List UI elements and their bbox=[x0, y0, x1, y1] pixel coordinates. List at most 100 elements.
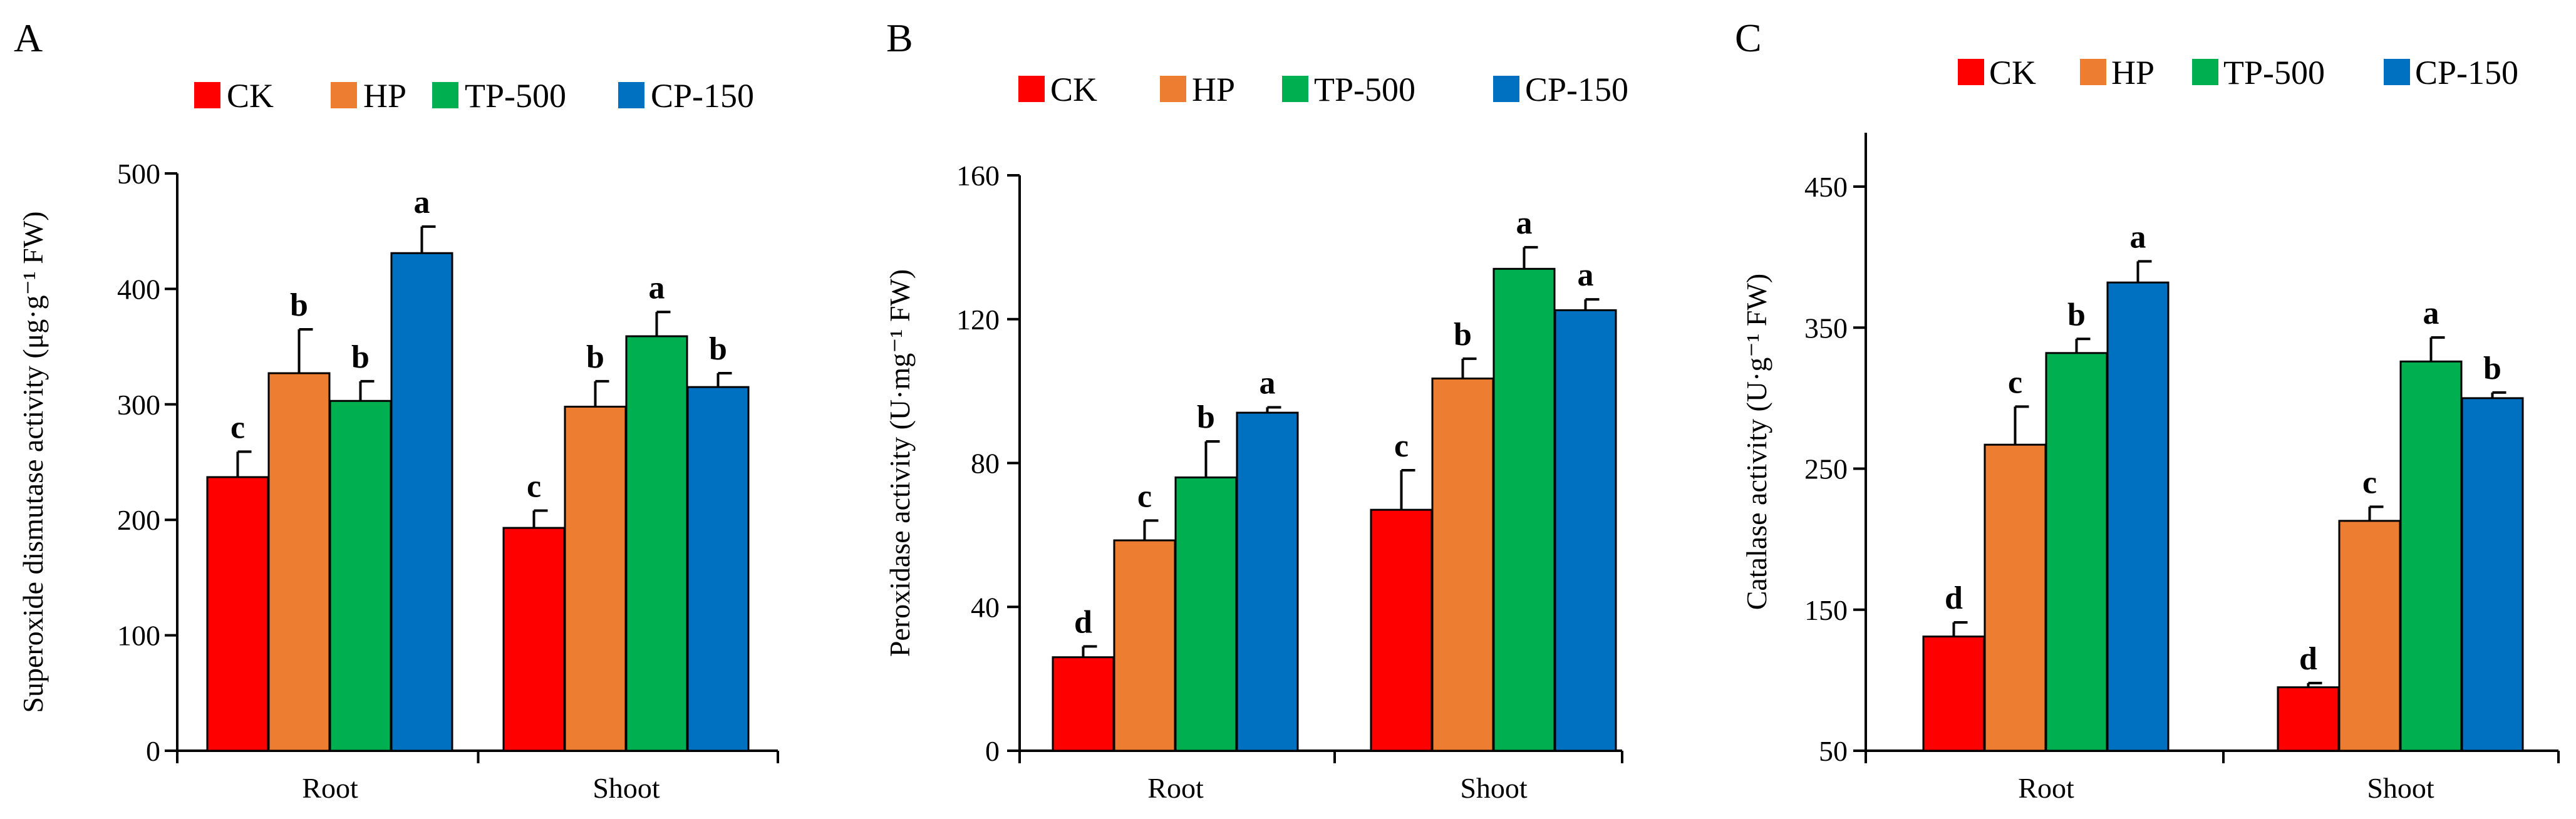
panel-a: A CK HP TP-500 CP-150 0 100 200 300 400 500 Superox… bbox=[14, 16, 779, 804]
panel-b: B CK HP TP-500 CP-150 0 40 80 120 160 Peroxidase a… bbox=[884, 16, 1628, 804]
legend-swatch-hp bbox=[1160, 76, 1186, 102]
y-axis-label: Superoxide dismutase activity (μg·g⁻¹ FW… bbox=[17, 211, 49, 713]
y-tick-label: 150 bbox=[1804, 594, 1848, 626]
legend-swatch-ck bbox=[1018, 76, 1045, 102]
bar-cp-150-shoot bbox=[1554, 309, 1617, 752]
bar-tp-500-root bbox=[1174, 476, 1238, 752]
significance-letter: c bbox=[230, 410, 245, 445]
significance-letter: a bbox=[414, 185, 430, 220]
legend-swatch-cp-150 bbox=[1493, 76, 1519, 102]
legend-label: CP-150 bbox=[2415, 54, 2518, 91]
significance-letter: c bbox=[527, 468, 541, 504]
significance-letter: b bbox=[1197, 399, 1215, 435]
legend: CK HP TP-500 CP-150 bbox=[1018, 71, 1628, 108]
significance-letter: b bbox=[709, 331, 727, 367]
bar-ck-shoot bbox=[502, 527, 566, 752]
x-category-label: Shoot bbox=[592, 772, 660, 804]
legend-label: HP bbox=[1192, 71, 1235, 108]
bar-tp-500-shoot bbox=[1492, 267, 1556, 752]
significance-letter: a bbox=[2130, 219, 2146, 255]
y-tick-label: 300 bbox=[117, 389, 160, 421]
significance-letter: b bbox=[586, 339, 604, 375]
y-tick-label: 120 bbox=[956, 304, 1000, 336]
y-tick-label: 80 bbox=[971, 448, 1000, 480]
legend-label: TP-500 bbox=[1314, 71, 1415, 108]
y-tick-label: 400 bbox=[117, 273, 160, 305]
bar-tp-500-shoot bbox=[2399, 360, 2463, 752]
y-tick-label: 450 bbox=[1804, 171, 1848, 203]
legend-label: HP bbox=[363, 77, 406, 115]
bar-tp-500-root bbox=[2045, 352, 2108, 752]
bar-ck-root bbox=[1052, 656, 1115, 752]
legend-label: CK bbox=[1989, 54, 2036, 91]
legend-swatch-cp-150 bbox=[2384, 59, 2410, 85]
legend-swatch-hp bbox=[2080, 59, 2106, 85]
bar-cp-150-root bbox=[1236, 411, 1299, 752]
significance-letter: a bbox=[2423, 296, 2439, 331]
legend-label: CK bbox=[227, 77, 274, 115]
y-tick-label: 350 bbox=[1804, 312, 1848, 344]
y-tick-label: 500 bbox=[117, 158, 160, 190]
significance-letter: b bbox=[2483, 351, 2501, 386]
legend: CK HP TP-500 CP-150 bbox=[194, 77, 754, 115]
bar-cp-150-shoot bbox=[2461, 397, 2524, 752]
legend: CK HP TP-500 CP-150 bbox=[1958, 54, 2518, 91]
legend-label: TP-500 bbox=[465, 77, 566, 115]
significance-letter: a bbox=[1516, 205, 1533, 241]
bar-hp-root bbox=[1984, 443, 2047, 752]
x-category-label: Root bbox=[302, 772, 358, 804]
significance-letter: d bbox=[1074, 604, 1092, 640]
y-tick-label: 100 bbox=[117, 620, 160, 652]
x-category-label: Shoot bbox=[2367, 772, 2434, 804]
significance-letter: b bbox=[351, 339, 370, 375]
significance-letter: d bbox=[2299, 641, 2317, 677]
panel-letter: A bbox=[14, 16, 43, 60]
y-tick-label: 250 bbox=[1804, 453, 1848, 485]
y-tick-label: 0 bbox=[985, 735, 1000, 767]
x-category-label: Shoot bbox=[1460, 772, 1528, 804]
significance-letter: c bbox=[2362, 465, 2377, 500]
significance-letter: b bbox=[1454, 317, 1472, 353]
bar-hp-shoot bbox=[1431, 378, 1494, 752]
significance-letter: d bbox=[1945, 580, 1963, 616]
y-tick-label: 0 bbox=[146, 735, 160, 767]
significance-letter: a bbox=[649, 270, 665, 306]
legend-swatch-ck bbox=[1958, 59, 1984, 85]
significance-letter: a bbox=[1578, 257, 1594, 293]
significance-letter: c bbox=[1137, 478, 1152, 514]
significance-letter: c bbox=[1394, 428, 1409, 464]
bar-hp-root bbox=[267, 372, 331, 752]
panel-c: C CK HP TP-500 CP-150 50 150 250 350 450 Catalase … bbox=[1735, 16, 2560, 804]
legend-label: CK bbox=[1050, 71, 1097, 108]
significance-letter: b bbox=[290, 287, 308, 323]
legend-label: TP-500 bbox=[2223, 54, 2325, 91]
bar-ck-shoot bbox=[1370, 508, 1433, 752]
bar-tp-500-root bbox=[329, 399, 392, 752]
legend-swatch-tp-500 bbox=[432, 82, 458, 108]
bar-hp-root bbox=[1113, 539, 1176, 752]
legend-swatch-ck bbox=[194, 82, 220, 108]
legend-label: CP-150 bbox=[651, 77, 754, 115]
legend-label: CP-150 bbox=[1525, 71, 1628, 108]
bar-ck-root bbox=[206, 476, 269, 752]
legend-swatch-cp-150 bbox=[618, 82, 644, 108]
legend-label: HP bbox=[2111, 54, 2154, 91]
x-category-label: Root bbox=[1147, 772, 1204, 804]
legend-swatch-tp-500 bbox=[1282, 76, 1308, 102]
legend-swatch-tp-500 bbox=[2192, 59, 2218, 85]
panel-letter: B bbox=[886, 16, 913, 60]
x-category-label: Root bbox=[2018, 772, 2074, 804]
significance-letter: a bbox=[1260, 365, 1276, 401]
bar-hp-shoot bbox=[2338, 520, 2401, 752]
bar-ck-shoot bbox=[2277, 686, 2340, 752]
bar-cp-150-root bbox=[390, 252, 453, 752]
bar-ck-root bbox=[1922, 636, 1985, 752]
bar-cp-150-shoot bbox=[686, 386, 750, 752]
legend-swatch-hp bbox=[331, 82, 357, 108]
y-axis-label: Catalase activity (U·g⁻¹ FW) bbox=[1741, 274, 1772, 610]
y-tick-label: 200 bbox=[117, 504, 160, 536]
y-tick-label: 50 bbox=[1819, 735, 1848, 767]
significance-letter: c bbox=[2008, 364, 2022, 400]
significance-letter: b bbox=[2067, 297, 2086, 332]
